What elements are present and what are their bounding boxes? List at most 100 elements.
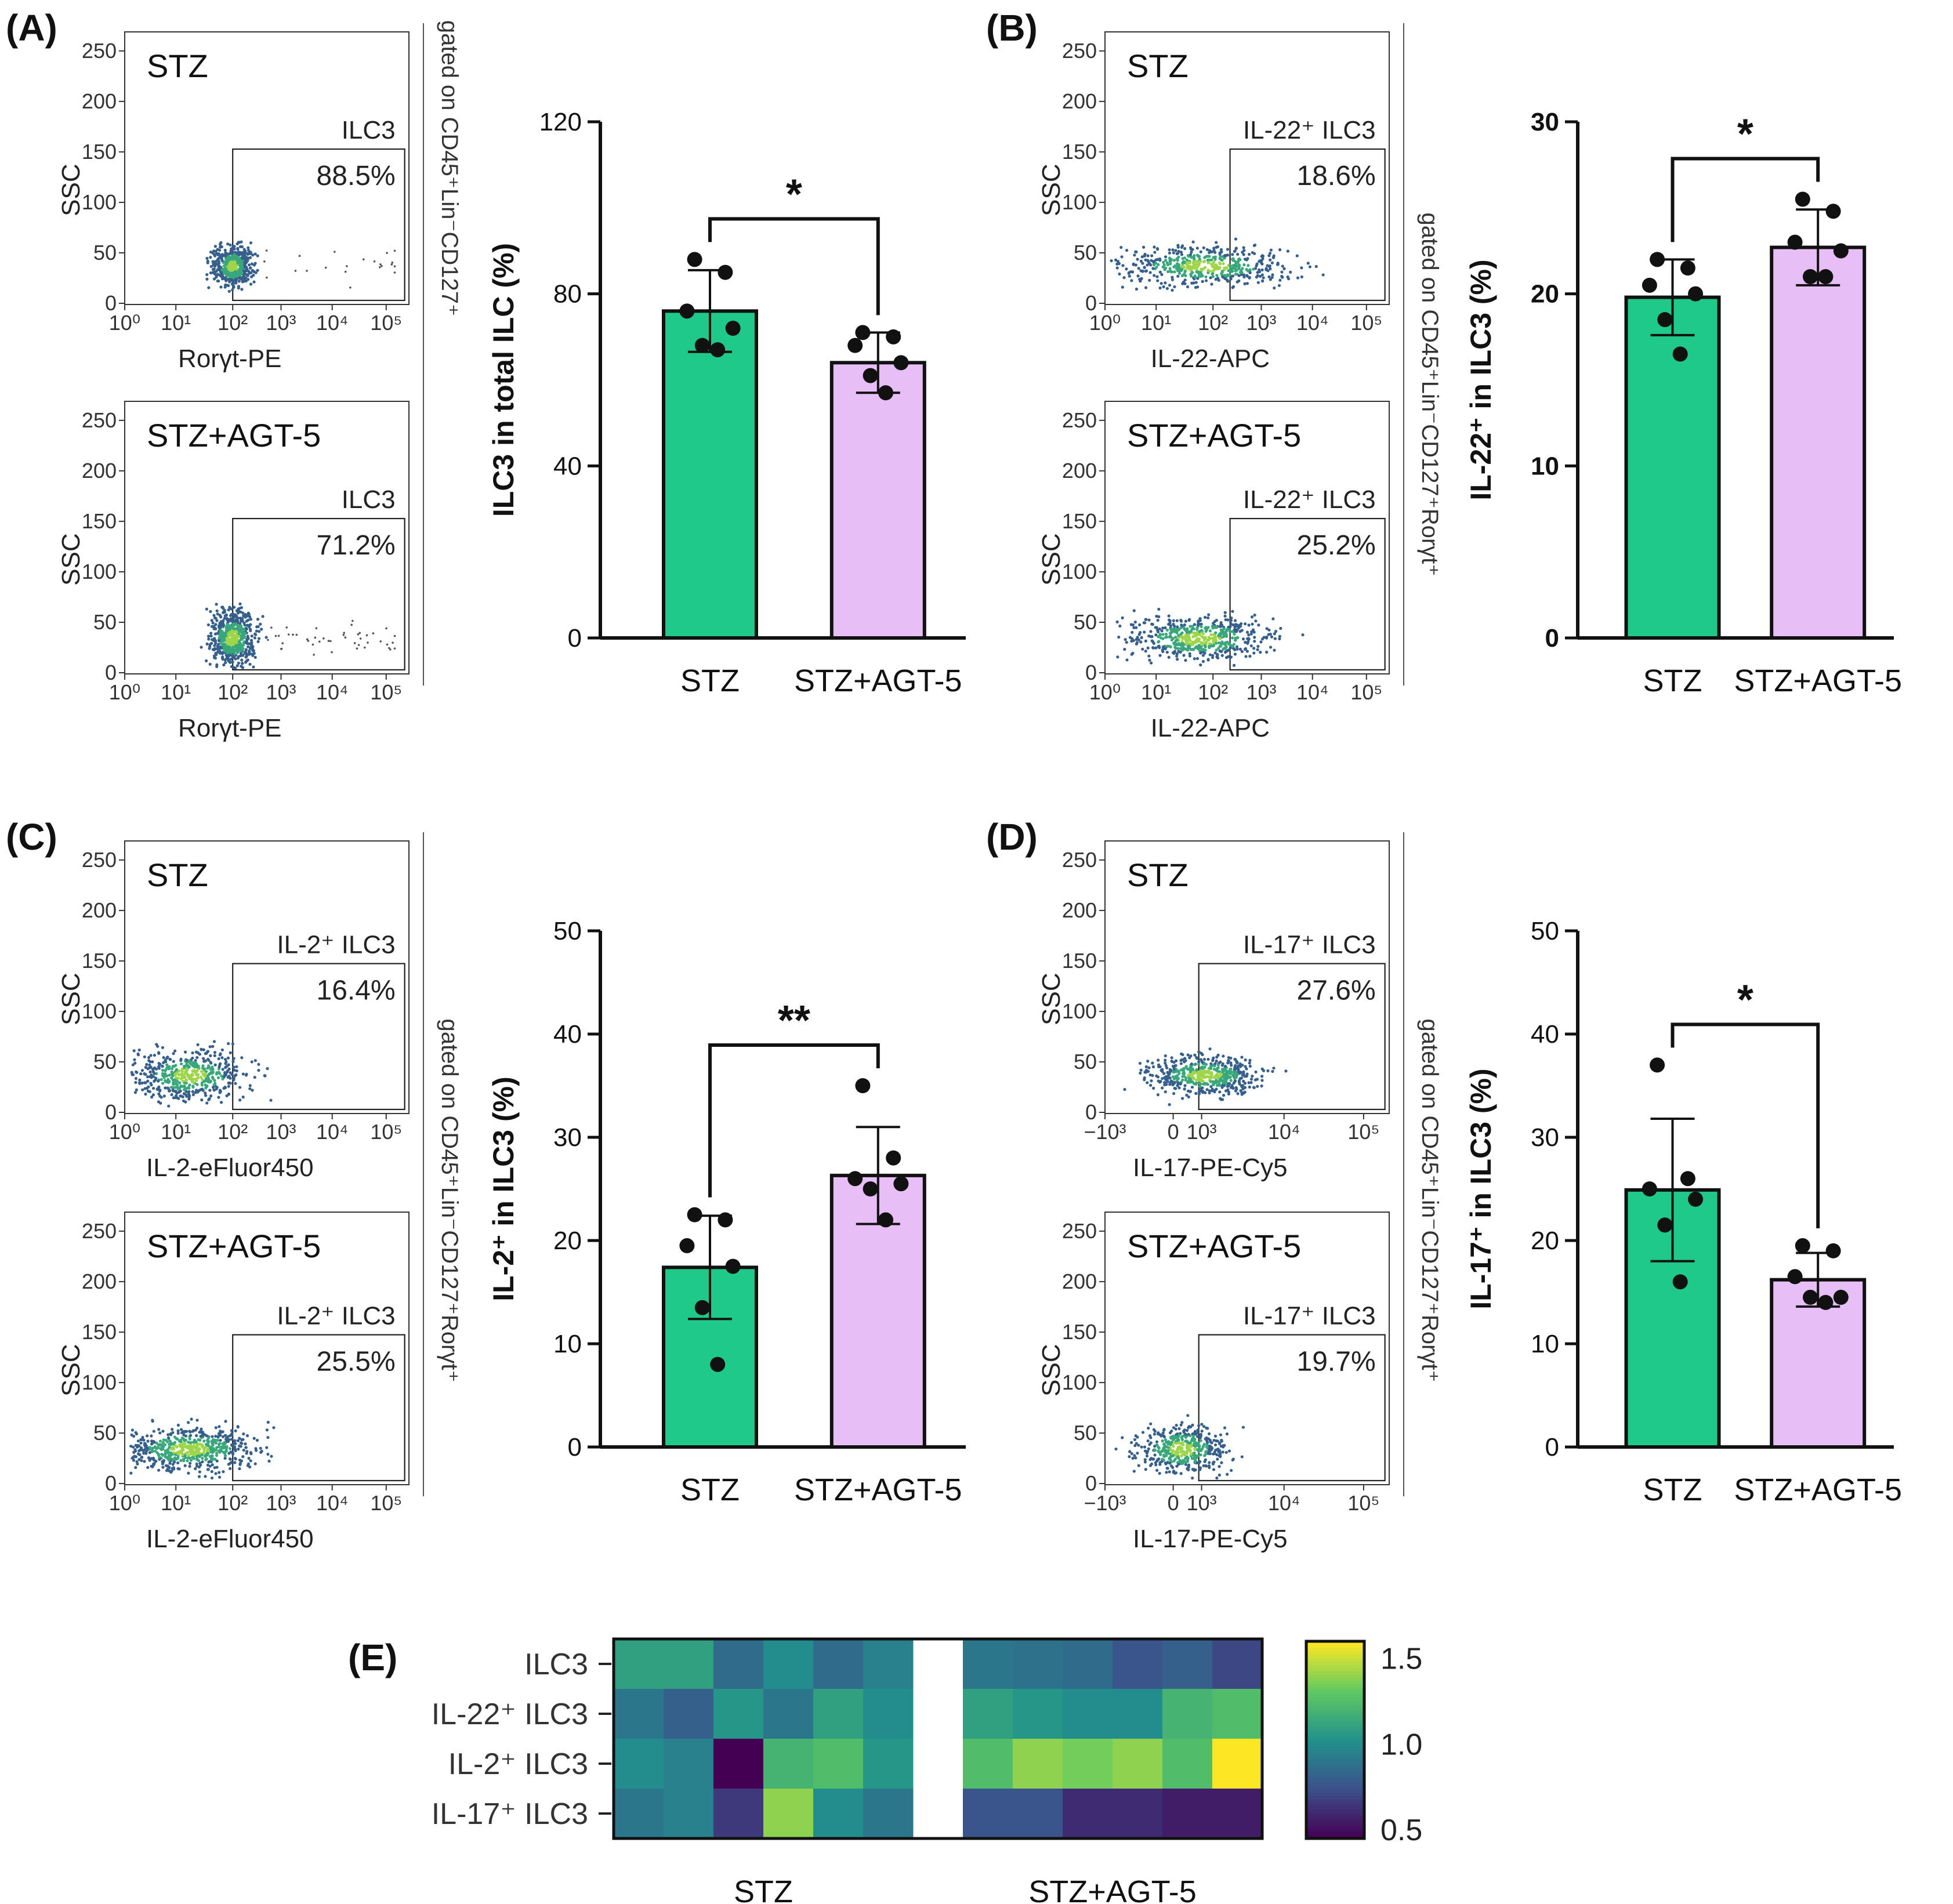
event-dot — [1185, 258, 1189, 262]
event-dot — [231, 660, 234, 663]
event-dot — [1226, 1473, 1229, 1476]
colorbar-step — [1306, 1736, 1364, 1740]
event-dot — [1198, 1082, 1201, 1085]
data-point — [1803, 269, 1818, 284]
significance-bracket — [1671, 1022, 1820, 1228]
event-dot — [1196, 1428, 1200, 1432]
event-dot — [189, 1430, 192, 1434]
event-dot — [171, 1431, 175, 1434]
panel-label-e: (E) — [348, 1637, 397, 1678]
event-dot — [144, 1452, 148, 1455]
event-dot — [1155, 1459, 1159, 1463]
colorbar-step — [1306, 1799, 1364, 1803]
facs-frame — [124, 401, 410, 674]
event-dot — [183, 1439, 186, 1442]
event-dot — [1157, 640, 1161, 643]
event-dot — [134, 1076, 138, 1080]
facs-y-tick-label: 150 — [82, 509, 117, 533]
event-dot — [1184, 642, 1189, 645]
bar-category-label: STZ — [1643, 663, 1702, 698]
facs-x-tick-label: 10⁰ — [109, 311, 140, 335]
event-dot — [1308, 265, 1312, 269]
event-dot — [236, 619, 240, 623]
event-dot — [1180, 635, 1184, 639]
event-dot — [1165, 628, 1169, 632]
facs-y-tick-label: 0 — [1085, 291, 1097, 315]
data-point — [679, 303, 695, 319]
event-dot — [198, 1088, 202, 1091]
gate-box — [232, 963, 405, 1111]
event-dot — [1147, 654, 1151, 658]
event-dot — [1149, 661, 1153, 665]
facs-x-tick-label: 10⁰ — [109, 680, 140, 704]
colorbar-step — [1306, 1687, 1364, 1691]
event-dot — [1131, 630, 1134, 634]
event-dot — [1321, 273, 1325, 277]
bar-category-label: STZ — [680, 663, 740, 698]
event-dot — [1226, 273, 1230, 277]
event-dot — [266, 1067, 269, 1071]
event-dot — [1207, 1069, 1211, 1073]
event-dot — [1131, 651, 1135, 655]
event-dot — [223, 649, 227, 653]
event-dot — [195, 1083, 199, 1086]
event-dot — [1306, 262, 1310, 265]
event-dot — [230, 1429, 233, 1432]
event-dot — [1252, 1086, 1256, 1090]
event-dot — [170, 1072, 174, 1076]
event-dot — [211, 1438, 215, 1442]
event-dot — [1189, 247, 1193, 251]
event-dot — [1151, 1074, 1154, 1078]
event-dot — [1186, 1456, 1190, 1460]
event-dot — [1237, 274, 1241, 277]
event-dot — [1215, 619, 1218, 622]
event-dot — [1176, 1084, 1179, 1087]
event-dot — [1269, 278, 1272, 281]
event-dot — [1249, 644, 1253, 648]
event-dot — [201, 1064, 205, 1068]
event-dot — [217, 1057, 220, 1061]
event-dot — [200, 1098, 204, 1102]
event-dot — [240, 1442, 244, 1445]
event-dot — [1160, 629, 1164, 633]
event-dot — [1213, 251, 1217, 254]
event-dot — [1170, 1060, 1173, 1063]
event-dot — [1220, 258, 1224, 262]
event-dot — [1191, 240, 1195, 244]
data-point — [855, 325, 871, 340]
event-dot — [146, 1434, 149, 1438]
event-dot — [1180, 644, 1184, 648]
event-dot — [1182, 654, 1186, 657]
event-dot — [1296, 276, 1300, 280]
event-dot — [1187, 1073, 1191, 1076]
event-dot — [1200, 634, 1204, 639]
event-dot — [245, 1450, 249, 1453]
event-dot — [179, 1077, 183, 1080]
event-dot — [1185, 1449, 1189, 1453]
event-dot — [1209, 1062, 1213, 1065]
event-dot — [153, 1072, 156, 1075]
colorbar-step — [1306, 1671, 1364, 1675]
colorbar-step — [1306, 1700, 1364, 1704]
event-dot — [245, 1072, 248, 1076]
event-dot-sparse — [393, 249, 396, 252]
event-dot — [133, 1058, 136, 1061]
bar-y-tick-label: 20 — [1531, 280, 1559, 309]
event-dot — [1260, 1084, 1263, 1088]
event-dot — [1219, 1074, 1223, 1077]
event-dot — [187, 1095, 191, 1098]
colorbar-step — [1306, 1740, 1364, 1744]
event-dot — [1164, 281, 1167, 285]
event-dot — [1169, 628, 1172, 631]
event-dot — [206, 1067, 209, 1070]
facs-x-tick-label: 10⁴ — [316, 1120, 349, 1144]
event-dot — [133, 1061, 137, 1065]
event-dot — [236, 646, 240, 650]
facs-x-tick-label: 10¹ — [1141, 680, 1171, 704]
event-dot — [1209, 262, 1213, 266]
event-dot — [1221, 1079, 1224, 1083]
event-dot — [1198, 261, 1201, 265]
event-dot — [230, 1443, 233, 1447]
